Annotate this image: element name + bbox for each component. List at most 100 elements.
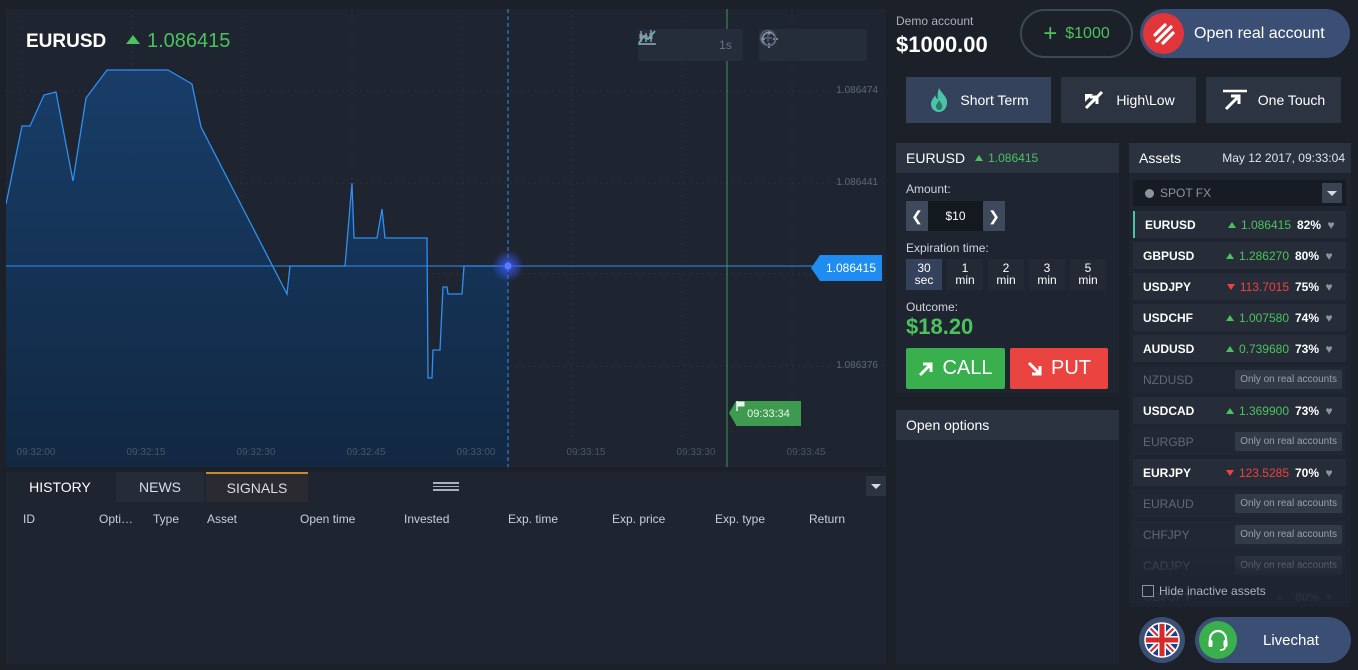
asset-row-usdcad[interactable]: USDCAD 1.369900 73% ♥ [1133, 397, 1346, 424]
x-tick-label: 09:32:30 [236, 447, 276, 458]
asset-symbol: USDCHF [1143, 310, 1193, 325]
chevron-down-icon[interactable] [1322, 183, 1342, 203]
x-tick-label: 09:33:30 [676, 447, 716, 458]
current-price-tag: 1.086415 [811, 255, 882, 281]
outcome-value: $18.20 [906, 314, 974, 339]
column-header[interactable]: Return [809, 512, 846, 526]
up-arrow-icon [1227, 221, 1236, 228]
language-button[interactable] [1139, 617, 1185, 663]
call-button[interactable]: CALL [906, 348, 1005, 389]
x-tick-label: 09:32:45 [346, 447, 386, 458]
tab-news[interactable]: NEWS [116, 472, 204, 502]
chart-canvas [6, 9, 886, 467]
asset-payout: 75% [1294, 279, 1319, 294]
expiry-marker: 09:33:34 [729, 401, 801, 426]
column-header[interactable]: Exp. time [508, 512, 559, 526]
expiration-option[interactable]: 3 min [1029, 259, 1065, 290]
increase-amount-button[interactable]: ❯ [983, 201, 1005, 231]
hide-inactive-toggle[interactable]: Hide inactive assets [1142, 584, 1266, 598]
price-chart[interactable]: EURUSD 1.086415 1s 1.086474 1.086441 1.0… [6, 9, 886, 467]
price-area [6, 70, 508, 467]
mode-one-touch[interactable]: One Touch [1206, 77, 1341, 123]
hide-inactive-label: Hide inactive assets [1159, 584, 1266, 598]
favorite-heart-icon[interactable]: ♥ [1325, 248, 1333, 263]
x-tick-label: 09:33:15 [566, 447, 606, 458]
asset-payout: 82% [1296, 217, 1321, 232]
trade-rate: 1.086415 [975, 151, 1038, 165]
livechat-button[interactable]: Livechat [1195, 617, 1351, 663]
high-low-arrows-icon [1085, 90, 1104, 110]
column-header[interactable]: Open time [300, 512, 356, 526]
favorite-heart-icon[interactable]: ♥ [1325, 341, 1333, 356]
asset-category-select[interactable]: SPOT FX [1133, 180, 1346, 206]
asset-row-eurjpy[interactable]: EURJPY 123.5285 70% ♥ [1133, 459, 1346, 486]
resize-handle[interactable] [433, 482, 459, 491]
asset-row-audusd[interactable]: AUDUSD 0.739680 73% ♥ [1133, 335, 1346, 362]
expiration-option[interactable]: 5 min [1070, 259, 1106, 290]
asset-rate-value: 113.7015 [1239, 279, 1289, 294]
asset-row-usdchf[interactable]: USDCHF 1.007580 74% ♥ [1133, 304, 1346, 331]
column-header[interactable]: Opti… [99, 512, 134, 526]
column-header[interactable]: Exp. type [715, 512, 766, 526]
brand-logo-icon [1143, 13, 1184, 54]
chart-type-toolbar: 1s [638, 29, 743, 61]
asset-symbol: EURJPY [1143, 465, 1192, 480]
asset-row-gbpusd[interactable]: GBPUSD 1.286270 80% ♥ [1133, 242, 1346, 269]
up-arrow-icon [1225, 345, 1234, 352]
amount-value[interactable]: $10 [945, 209, 966, 223]
favorite-heart-icon[interactable]: ♥ [1325, 310, 1333, 325]
asset-payout: 73% [1294, 341, 1319, 356]
expiration-option[interactable]: 30 sec [906, 259, 942, 290]
headset-icon [1199, 621, 1237, 659]
asset-row-usdjpy[interactable]: USDJPY 113.7015 75% ♥ [1133, 273, 1346, 300]
favorite-heart-icon[interactable]: ♥ [1325, 465, 1333, 480]
asset-row-eurusd[interactable]: EURUSD 1.086415 82% ♥ [1133, 211, 1346, 238]
timeframe-selector[interactable]: 1s [719, 38, 732, 52]
price-line [6, 69, 508, 379]
collapse-button[interactable] [866, 476, 886, 496]
real-only-badge: Only on real accounts [1235, 525, 1342, 544]
decrease-amount-button[interactable]: ❮ [906, 201, 928, 231]
x-tick-label: 09:33:45 [786, 447, 826, 458]
asset-symbol: EURUSD [1145, 217, 1196, 232]
column-header[interactable]: Exp. price [612, 512, 666, 526]
hide-inactive-checkbox[interactable] [1142, 585, 1154, 597]
put-button[interactable]: PUT [1010, 348, 1108, 389]
real-only-badge: Only on real accounts [1235, 494, 1342, 513]
zoom-in-icon[interactable] [759, 29, 864, 61]
asset-rate: 1.086415 [1209, 218, 1291, 232]
column-header[interactable]: ID [23, 512, 35, 526]
asset-symbol: USDCAD [1143, 403, 1195, 418]
open-real-account-button[interactable]: Open real account [1140, 9, 1350, 58]
favorite-heart-icon[interactable]: ♥ [1325, 403, 1333, 418]
asset-rate-value: 1.007580 [1238, 310, 1289, 325]
column-header[interactable]: Type [153, 512, 180, 526]
tab-history[interactable]: HISTORY [6, 472, 114, 502]
expiration-label: Expiration time: [906, 241, 989, 255]
call-label: CALL [942, 357, 993, 379]
center-chart-icon[interactable] [760, 29, 829, 61]
x-tick-label: 09:33:00 [456, 447, 496, 458]
asset-symbol: EURAUD [1143, 496, 1194, 511]
expiration-option[interactable]: 2 min [988, 259, 1024, 290]
y-tick-label: 1.086474 [836, 85, 878, 96]
asset-payout: 70% [1294, 465, 1319, 480]
plus-icon: + [1043, 19, 1058, 47]
arrow-down-right-icon [1027, 361, 1042, 375]
column-header[interactable]: Asset [207, 512, 238, 526]
mode-label: Short Term [960, 92, 1029, 108]
asset-symbol: CHFJPY [1143, 527, 1190, 542]
y-tick-label: 1.086441 [836, 177, 878, 188]
mode-high-low[interactable]: High\Low [1061, 77, 1196, 123]
asset-rate-value: 1.369900 [1238, 403, 1289, 418]
mode-short-term[interactable]: Short Term [906, 77, 1051, 123]
tab-signals[interactable]: SIGNALS [206, 472, 308, 502]
favorite-heart-icon[interactable]: ♥ [1325, 279, 1333, 294]
down-arrow-icon [1225, 469, 1234, 476]
favorite-heart-icon[interactable]: ♥ [1327, 217, 1335, 232]
candlestick-chart-icon[interactable] [638, 29, 708, 61]
up-arrow-icon [975, 155, 984, 161]
add-funds-button[interactable]: + $1000 [1020, 9, 1133, 58]
expiration-option[interactable]: 1 min [947, 259, 983, 290]
column-header[interactable]: Invested [404, 512, 450, 526]
